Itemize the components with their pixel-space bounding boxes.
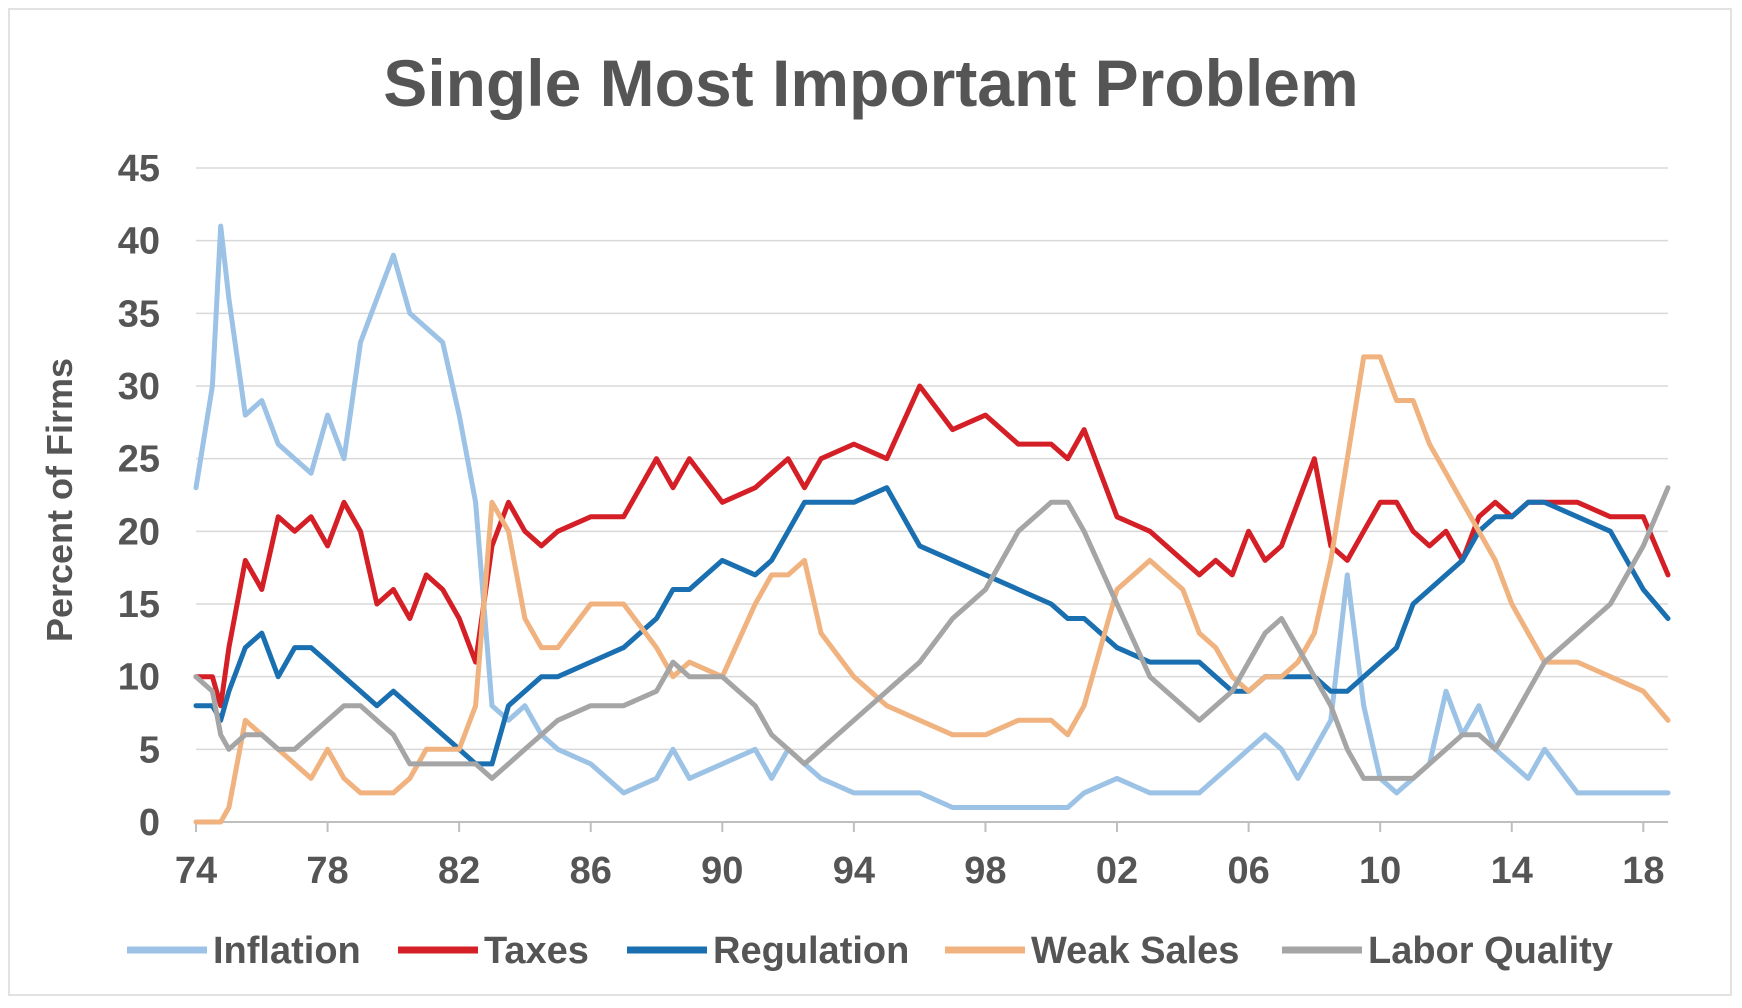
legend-item-weak-sales: Weak Sales bbox=[945, 930, 1239, 972]
x-tick-label: 06 bbox=[1227, 850, 1269, 892]
legend-item-regulation: Regulation bbox=[627, 930, 909, 972]
legend-label: Weak Sales bbox=[1031, 930, 1239, 972]
x-tick-label: 74 bbox=[175, 850, 217, 892]
y-tick-label: 10 bbox=[118, 657, 160, 699]
y-tick-label: 35 bbox=[118, 293, 160, 335]
x-tick-label: 18 bbox=[1622, 850, 1664, 892]
y-axis-label: Percent of Firms bbox=[39, 358, 80, 642]
x-tick-label: 02 bbox=[1096, 850, 1138, 892]
x-tick-label: 14 bbox=[1491, 850, 1533, 892]
y-tick-label: 45 bbox=[118, 148, 160, 190]
x-axis-ticks: 74 78 82 86 90 94 98 02 06 10 14 18 bbox=[175, 822, 1664, 892]
x-tick-label: 86 bbox=[570, 850, 612, 892]
legend: Inflation Taxes Regulation Weak Sales Labor … bbox=[127, 930, 1613, 972]
legend-label: Regulation bbox=[713, 930, 909, 972]
legend-item-labor-quality: Labor Quality bbox=[1282, 930, 1613, 972]
series-line-regulation bbox=[193, 485, 1671, 767]
legend-item-taxes: Taxes bbox=[398, 930, 589, 972]
series-line-labor-quality bbox=[193, 485, 1671, 781]
y-tick-label: 40 bbox=[118, 221, 160, 263]
y-tick-label: 15 bbox=[118, 584, 160, 626]
legend-label: Taxes bbox=[484, 930, 589, 972]
y-tick-label: 0 bbox=[139, 802, 160, 844]
x-tick-label: 10 bbox=[1359, 850, 1401, 892]
x-tick-label: 94 bbox=[833, 850, 875, 892]
x-tick-label: 90 bbox=[701, 850, 743, 892]
y-tick-label: 5 bbox=[139, 729, 160, 771]
x-tick-label: 78 bbox=[306, 850, 348, 892]
series-line-taxes bbox=[193, 383, 1671, 709]
x-tick-label: 98 bbox=[964, 850, 1006, 892]
series-line-weak-sales bbox=[193, 354, 1671, 825]
y-axis-ticks: 0 5 10 15 20 25 30 35 40 45 bbox=[118, 148, 160, 844]
y-tick-label: 30 bbox=[118, 366, 160, 408]
series-lines bbox=[193, 223, 1671, 825]
chart-title: Single Most Important Problem bbox=[383, 46, 1358, 120]
y-tick-label: 20 bbox=[118, 511, 160, 553]
legend-label: Labor Quality bbox=[1368, 930, 1613, 972]
x-tick-label: 82 bbox=[438, 850, 480, 892]
legend-item-inflation: Inflation bbox=[127, 930, 361, 972]
chart-frame bbox=[8, 8, 1732, 996]
legend-label: Inflation bbox=[213, 930, 361, 972]
y-tick-label: 25 bbox=[118, 439, 160, 481]
